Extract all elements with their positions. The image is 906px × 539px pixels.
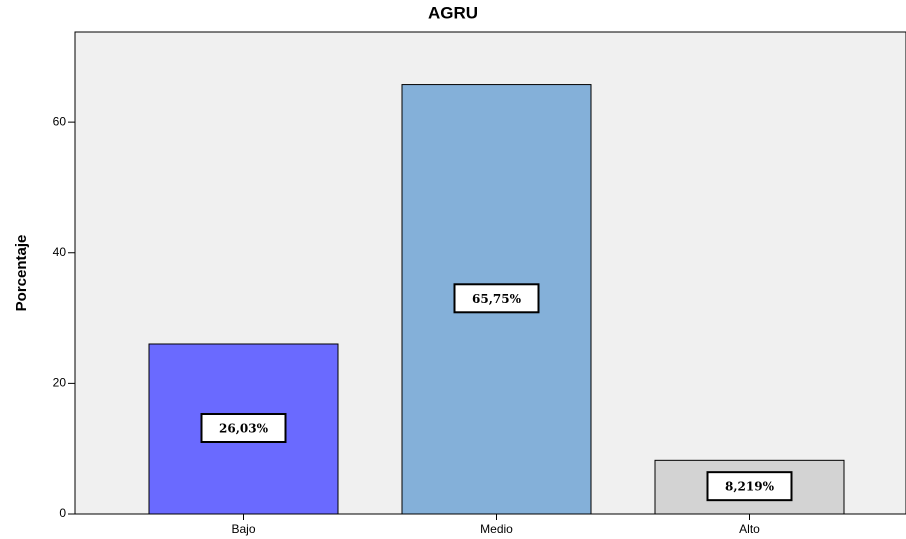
value-label: 8,219%	[725, 480, 775, 494]
y-tick-label: 40	[53, 245, 67, 259]
y-tick-label: 20	[53, 376, 67, 390]
x-tick-label: Medio	[480, 522, 513, 536]
y-axis-title: Porcentaje	[13, 235, 30, 312]
value-label-box	[200, 412, 287, 443]
x-tick-label: Bajo	[231, 522, 255, 536]
value-label: 65,75%	[472, 292, 522, 306]
x-tick-label: Alto	[739, 522, 760, 536]
chart-title: AGRU	[428, 3, 478, 22]
y-tick-label: 0	[59, 506, 66, 520]
value-label-box	[453, 283, 540, 314]
value-label-box	[706, 471, 793, 502]
value-label: 26,03%	[219, 421, 269, 435]
y-tick-label: 60	[53, 114, 67, 128]
